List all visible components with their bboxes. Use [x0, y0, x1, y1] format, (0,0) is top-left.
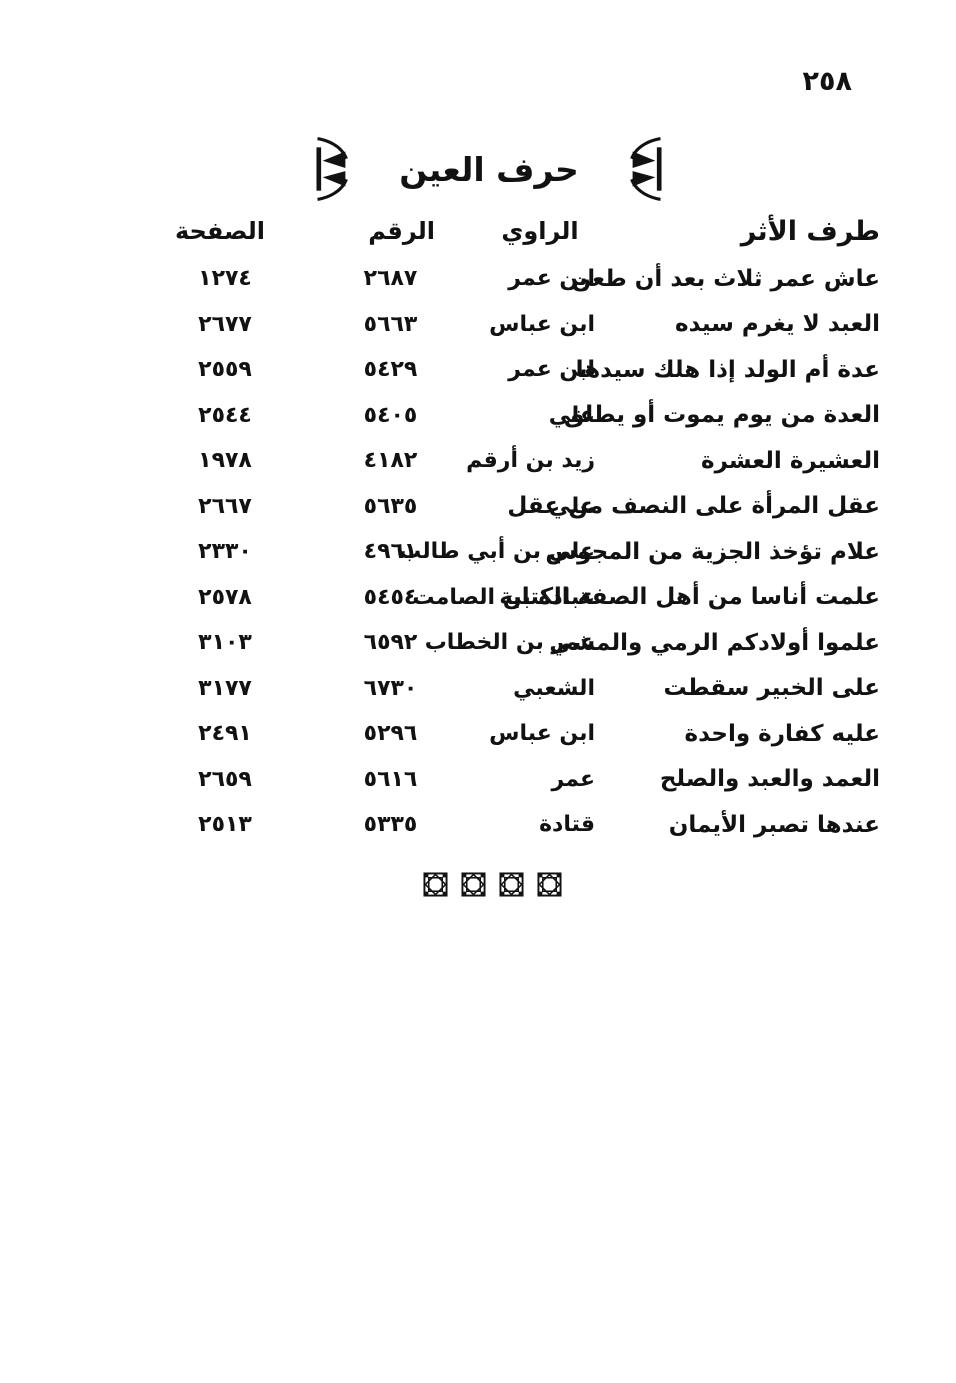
cell-number: ٤٩٦١	[363, 539, 418, 565]
column-header-page: الصفحة	[174, 217, 265, 245]
table-row: العشيرة العشرة زيد بن أرقم ٤١٨٢ ١٩٧٨	[150, 438, 880, 484]
cell-narrator: الشعبي	[513, 675, 595, 701]
cell-page: ١٩٧٨	[198, 448, 252, 474]
column-header-number: الرقم	[368, 217, 435, 245]
table-row: عقل المرأة على النصف من عقل علي ٥٦٣٥ ٢٦٦٧	[150, 484, 880, 530]
index-table-body: عاش عمر ثلاث بعد أن طعن ابن عمر ٢٦٨٧ ١٢٧٤ ال…	[150, 256, 880, 848]
cell-number: ٥٤٥٤	[363, 584, 418, 610]
cell-entry: عدة أم الولد إذا هلك سيدها	[575, 356, 880, 383]
cell-entry: على الخبير سقطت	[663, 675, 881, 702]
index-table-header: طرف الأثر الراوي الرقم الصفحة	[150, 206, 880, 256]
column-header-entry: طرف الأثر	[740, 215, 880, 247]
table-row: العبد لا يغرم سيده ابن عباس ٥٦٦٣ ٢٦٧٧	[150, 302, 880, 348]
cell-page: ٢٦٦٧	[198, 493, 252, 519]
cell-number: ٥٤٠٥	[363, 402, 418, 428]
table-row: العدة من يوم يموت أو يطلق علي ٥٤٠٥ ٢٥٤٤	[150, 393, 880, 439]
cell-narrator: ابن عمر	[508, 266, 595, 292]
cell-page: ٢٥٤٤	[198, 402, 252, 428]
rosette-ornament-icon	[498, 872, 524, 897]
section-title: حرف العين	[399, 149, 579, 189]
cell-page: ٢٥٥٩	[198, 357, 252, 383]
cell-entry: العمد والعبد والصلح	[659, 766, 880, 793]
cell-number: ٥٦٦٣	[363, 311, 418, 337]
table-row: العمد والعبد والصلح عمر ٥٦١٦ ٢٦٥٩	[150, 757, 880, 803]
cell-page: ١٢٧٤	[198, 266, 252, 292]
table-row: علموا أولادكم الرمي والمشي عمر بن الخطاب ٦…	[150, 620, 880, 666]
cell-narrator: قتادة	[539, 812, 595, 838]
table-row: عندها تصبر الأيمان قتادة ٥٣٣٥ ٢٥١٣	[150, 802, 880, 848]
title-bracket-right-icon	[627, 137, 663, 201]
cell-page: ٢٥١٣	[198, 812, 252, 838]
cell-narrator: علي	[548, 493, 595, 519]
cell-entry: علام تؤخذ الجزية من المجوس	[545, 538, 880, 565]
cell-page: ٢٤٩١	[198, 721, 252, 747]
table-row: عليه كفارة واحدة ابن عباس ٥٢٩٦ ٢٤٩١	[150, 711, 880, 757]
cell-entry: عليه كفارة واحدة	[684, 720, 880, 747]
cell-page: ٢٦٥٩	[198, 766, 252, 792]
column-header-narrator: الراوي	[501, 217, 579, 245]
cell-narrator: علي بن أبي طالب	[399, 539, 595, 565]
cell-narrator: ابن عباس	[489, 721, 595, 747]
cell-page: ٢٦٧٧	[198, 311, 252, 337]
page-number: ٢٥٨	[802, 66, 852, 97]
title-bracket-left-icon	[315, 137, 351, 201]
cell-entry: علمت أناسا من أهل الصفة الكتابة	[499, 584, 880, 611]
cell-page: ٢٥٧٨	[198, 584, 252, 610]
rosette-ornament-icon	[536, 872, 562, 897]
cell-entry: العبد لا يغرم سيده	[675, 311, 880, 338]
section-title-row: حرف العين	[0, 134, 956, 204]
cell-number: ٤١٨٢	[363, 448, 418, 474]
footer-ornament-row	[0, 872, 956, 897]
cell-entry: عاش عمر ثلاث بعد أن طعن	[571, 265, 880, 292]
table-row: على الخبير سقطت الشعبي ٦٧٣٠ ٣١٧٧	[150, 666, 880, 712]
cell-page: ٣١٧٧	[198, 675, 252, 701]
cell-number: ٥٢٩٦	[363, 721, 418, 747]
cell-number: ٢٦٨٧	[363, 266, 418, 292]
cell-number: ٦٥٩٢	[363, 630, 418, 656]
index-table: طرف الأثر الراوي الرقم الصفحة عاش عمر ثل…	[150, 206, 880, 848]
cell-entry: العشيرة العشرة	[701, 447, 880, 474]
cell-number: ٦٧٣٠	[363, 675, 418, 701]
cell-number: ٥٦٣٥	[363, 493, 418, 519]
table-row: علام تؤخذ الجزية من المجوس علي بن أبي طال…	[150, 529, 880, 575]
cell-page: ٢٣٣٠	[198, 539, 252, 565]
cell-narrator: ابن عباس	[489, 311, 595, 337]
cell-entry: العدة من يوم يموت أو يطلق	[563, 402, 880, 429]
header-row: طرف الأثر الراوي الرقم الصفحة	[150, 206, 880, 256]
rosette-ornament-icon	[460, 872, 486, 897]
cell-narrator: عمر بن الخطاب	[424, 630, 595, 656]
table-row: عاش عمر ثلاث بعد أن طعن ابن عمر ٢٦٨٧ ١٢٧٤	[150, 256, 880, 302]
rosette-ornament-icon	[422, 872, 448, 897]
cell-number: ٥٤٢٩	[363, 357, 418, 383]
cell-entry: عقل المرأة على النصف من عقل	[507, 493, 880, 520]
cell-narrator: علي	[548, 402, 595, 428]
cell-entry: علموا أولادكم الرمي والمشي	[549, 629, 880, 656]
cell-narrator: ابن عمر	[508, 357, 595, 383]
cell-narrator: زيد بن أرقم	[466, 448, 595, 474]
cell-number: ٥٦١٦	[363, 766, 418, 792]
cell-narrator: عمر	[551, 766, 595, 792]
cell-number: ٥٣٣٥	[363, 812, 418, 838]
cell-entry: عندها تصبر الأيمان	[668, 811, 880, 838]
table-row: عدة أم الولد إذا هلك سيدها ابن عمر ٥٤٢٩ ٢٥٥…	[150, 347, 880, 393]
cell-page: ٣١٠٣	[198, 630, 252, 656]
cell-narrator: عبادة بن الصامت	[412, 584, 595, 610]
table-row: علمت أناسا من أهل الصفة الكتابة عبادة بن …	[150, 575, 880, 621]
